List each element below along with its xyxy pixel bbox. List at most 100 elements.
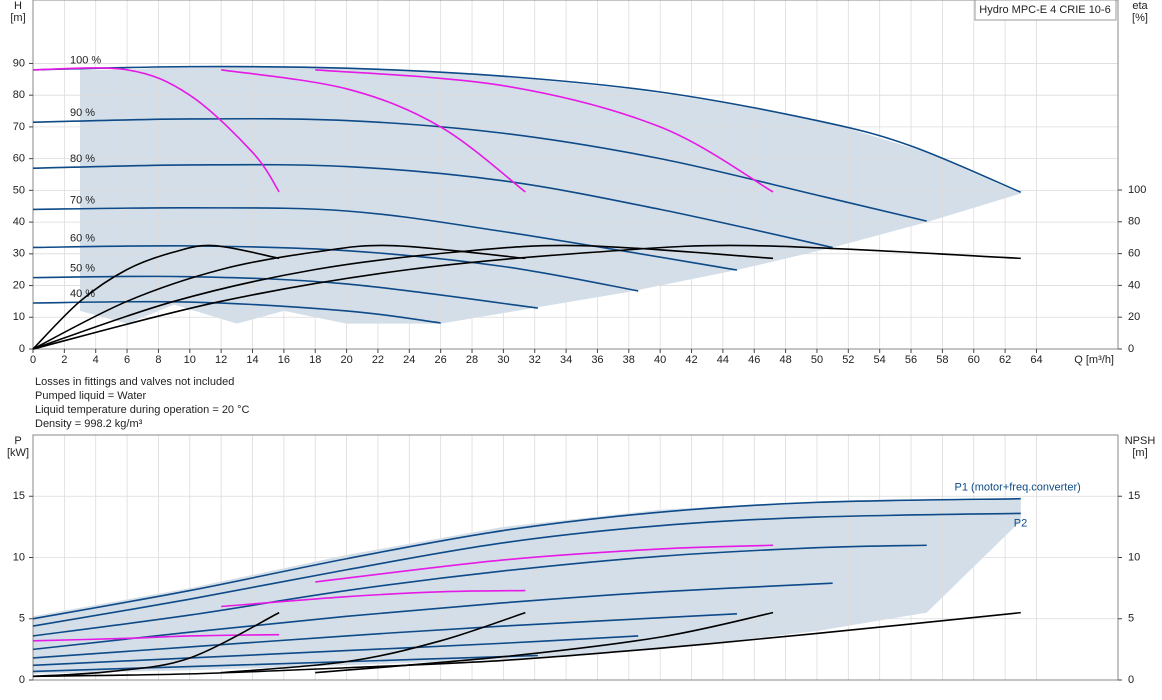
x-tick-label: 18 [309, 354, 321, 366]
x-tick-label: 28 [466, 354, 478, 366]
x-tick-label: 34 [560, 354, 572, 366]
y-tick-label: 50 [13, 184, 25, 196]
y2-tick-label: 60 [1128, 248, 1140, 260]
x-tick-label: 6 [124, 354, 130, 366]
y2-axis-unit: [m] [1132, 447, 1147, 459]
curve-label: 80 % [70, 153, 95, 165]
x-tick-label: 0 [30, 354, 36, 366]
x-tick-label: 32 [529, 354, 541, 366]
y-tick-label: 5 [19, 613, 25, 625]
x-tick-label: 12 [215, 354, 227, 366]
x-tick-label: 38 [623, 354, 635, 366]
curve [32, 654, 538, 673]
y2-tick-label: 40 [1128, 279, 1140, 291]
curve [32, 244, 639, 292]
x-tick-label: 4 [93, 354, 99, 366]
curve [315, 544, 774, 583]
curve [32, 244, 280, 350]
curve-label: 60 % [70, 232, 95, 244]
curve [32, 512, 1021, 627]
curve [32, 633, 280, 642]
curve-label: 70 % [70, 194, 95, 206]
note: Losses in fittings and valves not includ… [35, 376, 234, 388]
x-tick-label: 52 [842, 354, 854, 366]
curve [32, 611, 1021, 678]
curve [32, 244, 774, 350]
y2-tick-label: 100 [1128, 184, 1146, 196]
x-axis-label: Q [m³/h] [1074, 354, 1114, 366]
x-tick-label: 46 [748, 354, 760, 366]
y2-tick-label: 5 [1128, 613, 1134, 625]
y-tick-label: 80 [13, 89, 25, 101]
curve [32, 206, 738, 271]
y-tick-label: 10 [13, 551, 25, 563]
curve [32, 244, 1021, 350]
y-axis-unit: [kW] [7, 447, 29, 459]
note: Density = 998.2 kg/m³ [35, 418, 143, 430]
curve [32, 275, 538, 309]
y2-axis-label: NPSH [1125, 435, 1156, 447]
y2-tick-label: 80 [1128, 216, 1140, 228]
y-tick-label: 10 [13, 311, 25, 323]
y-tick-label: 90 [13, 57, 25, 69]
x-tick-label: 50 [811, 354, 823, 366]
curve [32, 163, 833, 249]
curve [315, 69, 774, 193]
note: Liquid temperature during operation = 20… [35, 404, 250, 416]
curve [32, 65, 1022, 194]
curve-label: P1 (motor+freq.converter) [955, 482, 1081, 494]
y-tick-label: 20 [13, 279, 25, 291]
curve-label: 40 % [70, 288, 95, 300]
curve [32, 244, 526, 350]
note: Pumped liquid = Water [35, 390, 147, 402]
y2-tick-label: 20 [1128, 311, 1140, 323]
y-tick-label: 40 [13, 216, 25, 228]
curve [32, 117, 927, 222]
y-tick-label: 60 [13, 153, 25, 165]
y2-axis-label: eta [1132, 0, 1148, 12]
x-tick-label: 14 [246, 354, 258, 366]
chart-title: Hydro MPC-E 4 CRIE 10-6 [979, 4, 1110, 16]
x-tick-label: 36 [591, 354, 603, 366]
x-tick-label: 20 [340, 354, 352, 366]
y-tick-label: 0 [19, 343, 25, 355]
curve [32, 300, 441, 324]
curve [32, 611, 280, 678]
curve-label: 50 % [70, 263, 95, 275]
y-axis-unit: [m] [10, 12, 25, 24]
curve [32, 67, 280, 193]
curve [32, 635, 639, 667]
y-tick-label: 70 [13, 121, 25, 133]
y2-tick-label: 0 [1128, 343, 1134, 355]
x-tick-label: 2 [61, 354, 67, 366]
y2-axis-unit: [%] [1132, 12, 1148, 24]
x-tick-label: 64 [1030, 354, 1042, 366]
curve [32, 613, 738, 659]
curve [32, 497, 1021, 620]
title-box [974, 0, 1117, 21]
x-tick-label: 8 [155, 354, 161, 366]
y2-tick-label: 15 [1128, 490, 1140, 502]
x-tick-label: 16 [278, 354, 290, 366]
x-tick-label: 54 [874, 354, 886, 366]
y2-tick-label: 10 [1128, 551, 1140, 563]
curve [221, 589, 526, 608]
curve [32, 544, 927, 637]
curve-label: 100 % [70, 55, 101, 67]
y-tick-label: 0 [19, 674, 25, 686]
x-tick-label: 10 [184, 354, 196, 366]
curve [221, 611, 526, 674]
y2-tick-label: 0 [1128, 674, 1134, 686]
x-tick-label: 24 [403, 354, 415, 366]
plot-frame [32, 0, 1119, 350]
curve-label: 90 % [70, 107, 95, 119]
curve [221, 69, 526, 193]
x-tick-label: 30 [497, 354, 509, 366]
y-axis-label: P [14, 435, 21, 447]
curve-label: P2 [1014, 517, 1027, 529]
x-tick-label: 62 [999, 354, 1011, 366]
x-tick-label: 22 [372, 354, 384, 366]
x-tick-label: 58 [936, 354, 948, 366]
x-tick-label: 56 [905, 354, 917, 366]
